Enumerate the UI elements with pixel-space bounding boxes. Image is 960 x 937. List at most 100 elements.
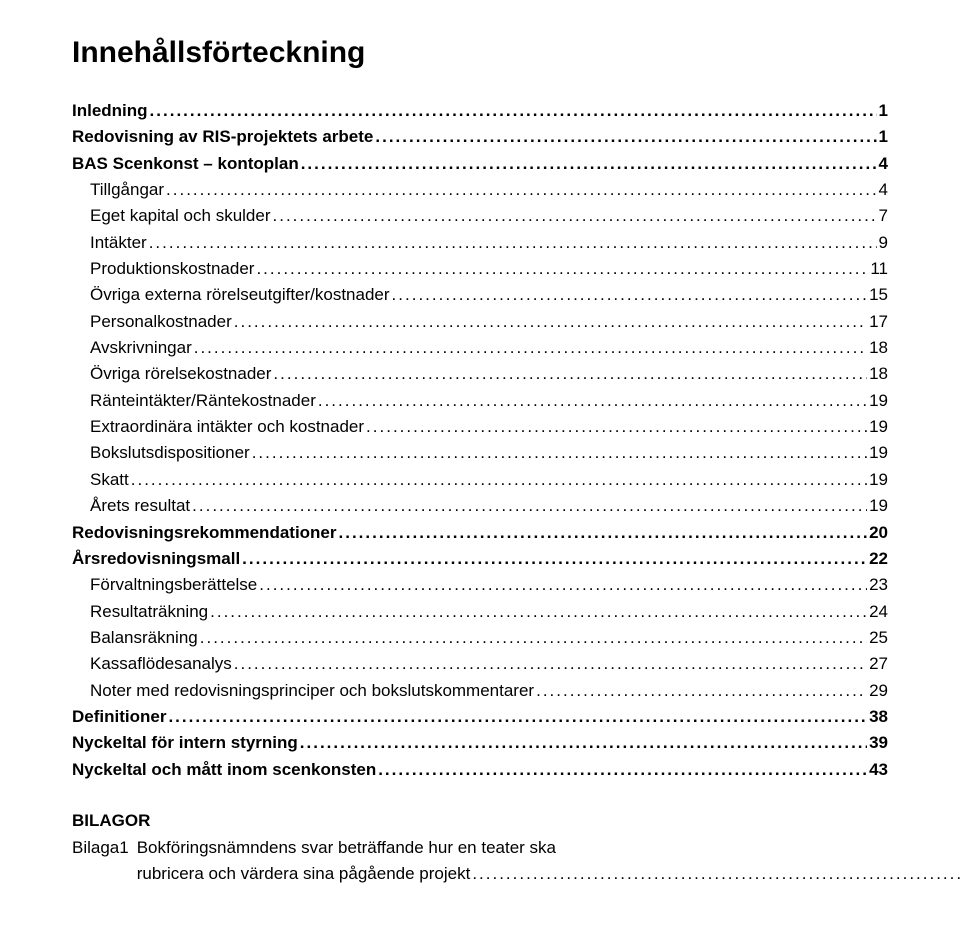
toc-entry: Nyckeltal och mått inom scenkonsten 43 [72, 757, 888, 783]
toc-leader [210, 599, 867, 625]
toc-leader [192, 493, 867, 519]
section-gap [72, 783, 888, 811]
toc-label: Balansräkning [90, 625, 198, 651]
toc-leader [149, 230, 877, 256]
toc-page: 20 [869, 520, 888, 546]
toc-label: BAS Scenkonst – kontoplan [72, 151, 299, 177]
toc-entry: Årets resultat19 [90, 493, 888, 519]
toc-leader [256, 256, 868, 282]
toc-entry: Balansräkning 25 [90, 625, 888, 651]
toc-page: 4 [879, 177, 888, 203]
toc-page: 19 [869, 388, 888, 414]
toc-label: Nyckeltal för intern styrning [72, 730, 298, 756]
toc-page: 1 [879, 124, 888, 150]
toc-leader [392, 282, 868, 308]
toc-page: 19 [869, 414, 888, 440]
toc-page: 38 [869, 704, 888, 730]
toc-page: 24 [869, 599, 888, 625]
toc-page: 18 [869, 335, 888, 361]
toc-label: Extraordinära intäkter och kostnader [90, 414, 364, 440]
toc-entry: Avskrivningar 18 [90, 335, 888, 361]
toc-entry: Årsredovisningsmall 22 [72, 546, 888, 572]
toc-entry: Definitioner 38 [72, 704, 888, 730]
toc-entry: Extraordinära intäkter och kostnader 19 [90, 414, 888, 440]
toc-label: Definitioner [72, 704, 166, 730]
toc-label: Årsredovisningsmall [72, 546, 240, 572]
toc-entry: Ränteintäkter/Räntekostnader 19 [90, 388, 888, 414]
toc-entry: Övriga externa rörelseutgifter/kostnader… [90, 282, 888, 308]
appendix-tag: Bilaga1 [72, 835, 137, 861]
toc-page: 1 [879, 98, 888, 124]
toc-leader [166, 177, 877, 203]
toc-leader [131, 467, 867, 493]
toc-page: 22 [869, 546, 888, 572]
toc-entry: Inledning 1 [72, 98, 888, 124]
toc-label: Skatt [90, 467, 129, 493]
toc-page: 11 [870, 256, 888, 282]
toc-leader [194, 335, 867, 361]
toc-entry: Eget kapital och skulder7 [90, 203, 888, 229]
toc-page: 23 [869, 572, 888, 598]
toc-page: 19 [869, 467, 888, 493]
appendix-heading: BILAGOR [72, 811, 888, 831]
page-title: Innehållsförteckning [72, 36, 888, 70]
toc-page: 27 [869, 651, 888, 677]
toc-label: Produktionskostnader [90, 256, 254, 282]
toc-entry: Personalkostnader17 [90, 309, 888, 335]
toc-page: 29 [869, 678, 888, 704]
toc-label: Ränteintäkter/Räntekostnader [90, 388, 316, 414]
toc-page: 19 [869, 440, 888, 466]
toc-entry: Skatt 19 [90, 467, 888, 493]
toc-entry: Resultaträkning 24 [90, 599, 888, 625]
toc-entry: Förvaltningsberättelse 23 [90, 572, 888, 598]
toc-leader [300, 730, 867, 756]
toc-label: Avskrivningar [90, 335, 192, 361]
toc-page: 43 [869, 757, 888, 783]
toc-leader [339, 520, 868, 546]
toc-label: Nyckeltal och mått inom scenkonsten [72, 757, 376, 783]
toc-entry: Redovisning av RIS-projektets arbete 1 [72, 124, 888, 150]
appendix-body: Bokföringsnämndens svar beträffande hur … [137, 835, 960, 888]
toc-label: Förvaltningsberättelse [90, 572, 257, 598]
toc-label: Noter med redovisningsprinciper och boks… [90, 678, 534, 704]
toc-page: 19 [869, 493, 888, 519]
toc-label: Kassaflödesanalys [90, 651, 232, 677]
toc-leader [318, 388, 867, 414]
toc-page: 7 [879, 203, 888, 229]
toc-entry: Övriga rörelsekostnader 18 [90, 361, 888, 387]
toc-leader [234, 651, 867, 677]
toc-leader [301, 151, 877, 177]
toc-page: 9 [879, 230, 888, 256]
toc-leader [366, 414, 867, 440]
toc-leader [378, 757, 867, 783]
toc-leader [259, 572, 867, 598]
toc-entry: Nyckeltal för intern styrning 39 [72, 730, 888, 756]
toc-leader [536, 678, 867, 704]
toc-entry: Noter med redovisningsprinciper och boks… [90, 678, 888, 704]
toc-label: Tillgångar [90, 177, 164, 203]
appendix-line2-label: rubricera och värdera sina pågående proj… [137, 861, 471, 887]
appendix-line1: Bokföringsnämndens svar beträffande hur … [137, 835, 960, 861]
toc-page: 25 [869, 625, 888, 651]
toc-label: Personalkostnader [90, 309, 232, 335]
toc-leader [273, 361, 867, 387]
toc-entry: Kassaflödesanalys 27 [90, 651, 888, 677]
toc-label: Intäkter [90, 230, 147, 256]
toc-label: Resultaträkning [90, 599, 208, 625]
toc-page: 4 [879, 151, 888, 177]
toc-label: Bokslutsdispositioner [90, 440, 250, 466]
toc-leader [252, 440, 867, 466]
toc-leader [168, 704, 867, 730]
toc-page: 39 [869, 730, 888, 756]
toc-label: Redovisning av RIS-projektets arbete [72, 124, 373, 150]
toc-entry: Bokslutsdispositioner 19 [90, 440, 888, 466]
toc-leader [472, 861, 960, 887]
toc-page: 18 [869, 361, 888, 387]
toc-entry: BAS Scenkonst – kontoplan 4 [72, 151, 888, 177]
toc-label: Inledning [72, 98, 148, 124]
appendix-line2: rubricera och värdera sina pågående proj… [137, 861, 960, 887]
toc-label: Övriga externa rörelseutgifter/kostnader [90, 282, 390, 308]
toc-entry: Produktionskostnader 11 [90, 256, 888, 282]
toc-entry: Tillgångar 4 [90, 177, 888, 203]
toc-label: Övriga rörelsekostnader [90, 361, 271, 387]
